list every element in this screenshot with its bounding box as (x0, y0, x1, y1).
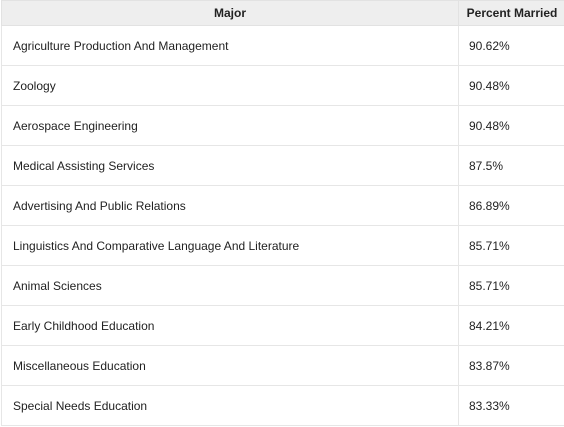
cell-percent-married: 85.71% (458, 265, 564, 306)
cell-major: Special Needs Education (1, 385, 459, 426)
table-row: Early Childhood Education 84.21% (1, 305, 564, 346)
table-row: Special Needs Education 83.33% (1, 385, 564, 426)
cell-major: Animal Sciences (1, 265, 459, 306)
cell-percent-married: 83.33% (458, 385, 564, 426)
cell-percent-married: 90.62% (458, 25, 564, 66)
column-header-percent-married[interactable]: Percent Married (458, 0, 564, 26)
cell-percent-married: 90.48% (458, 65, 564, 106)
cell-major: Zoology (1, 65, 459, 106)
table-row: Zoology 90.48% (1, 65, 564, 106)
cell-percent-married: 90.48% (458, 105, 564, 146)
table-row: Advertising And Public Relations 86.89% (1, 185, 564, 226)
table-row: Aerospace Engineering 90.48% (1, 105, 564, 146)
cell-percent-married: 86.89% (458, 185, 564, 226)
cell-major: Aerospace Engineering (1, 105, 459, 146)
cell-percent-married: 85.71% (458, 225, 564, 266)
cell-percent-married: 87.5% (458, 145, 564, 186)
cell-major: Agriculture Production And Management (1, 25, 459, 66)
column-header-major[interactable]: Major (1, 0, 459, 26)
table-body: Agriculture Production And Management 90… (1, 25, 564, 426)
table-row: Medical Assisting Services 87.5% (1, 145, 564, 186)
table-header: Major Percent Married (1, 0, 564, 26)
table-row: Agriculture Production And Management 90… (1, 25, 564, 66)
cell-percent-married: 84.21% (458, 305, 564, 346)
table-row: Linguistics And Comparative Language And… (1, 225, 564, 266)
cell-major: Medical Assisting Services (1, 145, 459, 186)
cell-major: Advertising And Public Relations (1, 185, 459, 226)
cell-major: Early Childhood Education (1, 305, 459, 346)
cell-major: Linguistics And Comparative Language And… (1, 225, 459, 266)
header-row: Major Percent Married (1, 0, 564, 26)
table-row: Miscellaneous Education 83.87% (1, 345, 564, 386)
cell-major: Miscellaneous Education (1, 345, 459, 386)
table-row: Animal Sciences 85.71% (1, 265, 564, 306)
cell-percent-married: 83.87% (458, 345, 564, 386)
